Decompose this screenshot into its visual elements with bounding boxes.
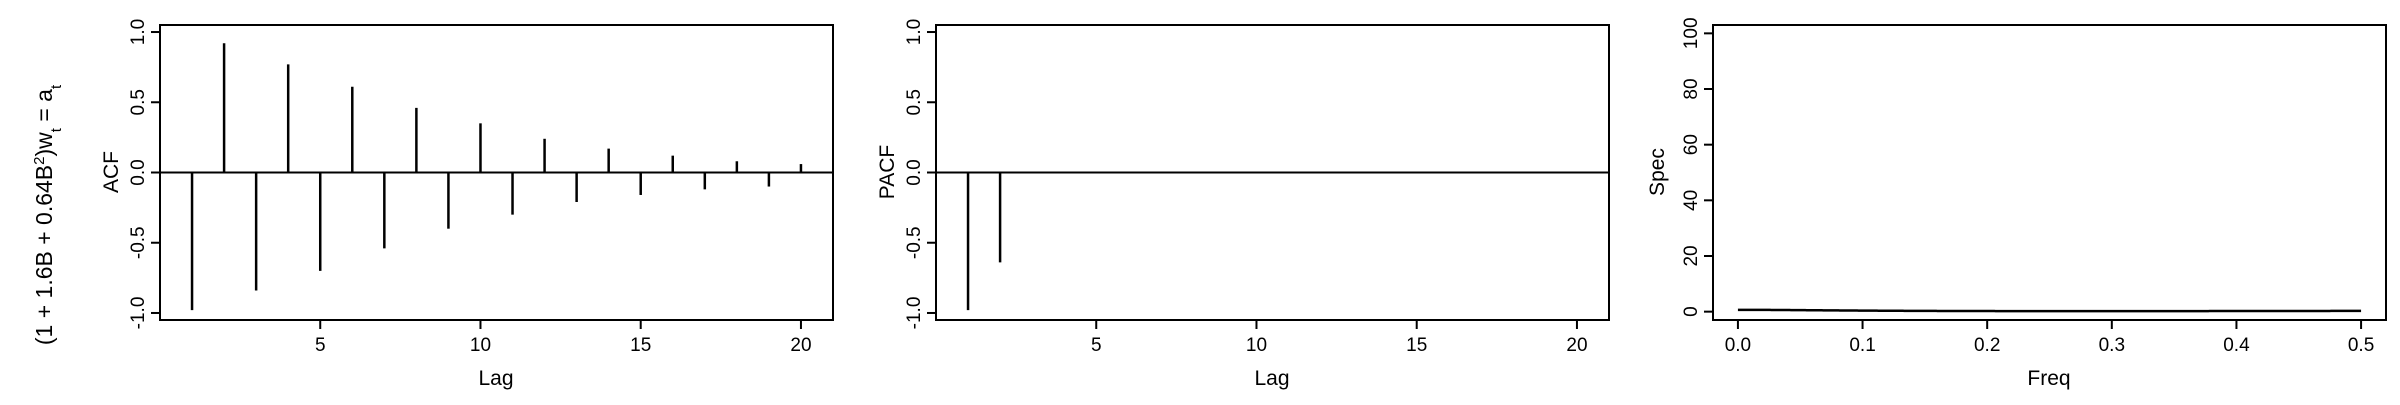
spec-x-tick-label: 0.3 xyxy=(2099,335,2125,356)
acf-x-tick-label: 5 xyxy=(315,335,326,356)
spec-x-tick-label: 0.4 xyxy=(2223,335,2250,356)
pacf-y-tick-label: 1.0 xyxy=(904,19,925,45)
acf-axes: 5 10 15 20 -1.0 -0.5 0.0 0.5 1.0 xyxy=(128,19,812,356)
acf-y-tick-label: 1.0 xyxy=(128,19,149,45)
acf-x-tick-label: 10 xyxy=(470,335,491,356)
spec-panel: 0.0 0.1 0.2 0.3 0.4 0.5 0 20 40 60 80 100 Spec Freq xyxy=(1646,17,2387,390)
spec-series-line xyxy=(1737,308,2362,313)
pacf-y-axis-label: PACF xyxy=(876,145,899,199)
spec-y-tick-label: 80 xyxy=(1681,78,1702,99)
pacf-y-tick-label: -1.0 xyxy=(904,297,925,330)
pacf-y-tick-label: 0.5 xyxy=(904,89,925,115)
spec-x-tick-label: 0.1 xyxy=(1849,335,1875,356)
acf-y-tick-label: 0.0 xyxy=(128,159,149,185)
spec-x-axis-label: Freq xyxy=(2027,367,2070,390)
pacf-y-tick-label: -0.5 xyxy=(904,226,925,259)
spec-x-tick-label: 0.0 xyxy=(1725,335,1751,356)
spec-y-tick-label: 20 xyxy=(1681,245,1702,266)
spec-y-axis-label: Spec xyxy=(1646,148,1669,196)
acf-y-tick-label: -0.5 xyxy=(128,226,149,259)
pacf-x-axis-label: Lag xyxy=(1254,367,1289,390)
spec-y-tick-label: 0 xyxy=(1681,306,1702,317)
spec-x-tick-label: 0.2 xyxy=(1974,335,2000,356)
pacf-marks xyxy=(936,171,1609,311)
spec-plot-frame xyxy=(1712,24,2387,321)
acf-x-tick-label: 20 xyxy=(790,335,811,356)
spec-y-tick-label: 60 xyxy=(1681,134,1702,155)
spec-x-tick-label: 0.5 xyxy=(2348,335,2374,356)
acf-y-tick-label: -1.0 xyxy=(128,297,149,330)
row-title: (1 + 1.6B + 0.64B2)wt = at xyxy=(31,84,65,345)
pacf-panel: 5 10 15 20 -1.0 -0.5 0.0 0.5 1.0 PACF Lag xyxy=(876,19,1610,390)
pacf-x-tick-label: 10 xyxy=(1246,335,1267,356)
pacf-x-tick-label: 20 xyxy=(1566,335,1587,356)
spec-y-tick-label: 40 xyxy=(1681,190,1702,211)
spec-axes: 0.0 0.1 0.2 0.3 0.4 0.5 0 20 40 60 80 100 xyxy=(1681,17,2374,356)
pacf-x-tick-label: 5 xyxy=(1091,335,1102,356)
pacf-y-tick-label: 0.0 xyxy=(904,159,925,185)
acf-x-tick-label: 15 xyxy=(630,335,651,356)
spec-y-tick-label: 100 xyxy=(1681,17,1702,49)
acf-x-axis-label: Lag xyxy=(478,367,513,390)
spec-marks xyxy=(1737,308,2362,313)
acf-y-tick-label: 0.5 xyxy=(128,89,149,115)
pacf-axes: 5 10 15 20 -1.0 -0.5 0.0 0.5 1.0 xyxy=(904,19,1588,356)
pacf-x-tick-label: 15 xyxy=(1406,335,1427,356)
acf-marks xyxy=(160,43,833,311)
acf-panel: 5 10 15 20 -1.0 -0.5 0.0 0.5 1.0 ACF Lag xyxy=(100,19,834,390)
acf-y-axis-label: ACF xyxy=(100,151,123,193)
